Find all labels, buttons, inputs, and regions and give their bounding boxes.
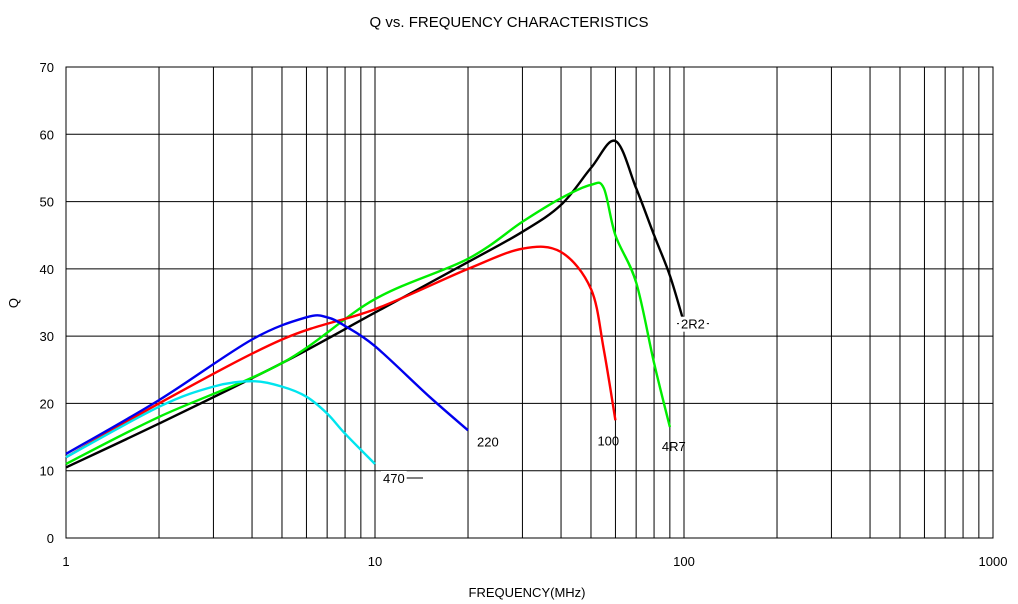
series-label-layer: 2R2 4R7 100 220 470 [381, 316, 709, 486]
x-tick-label: 10 [368, 554, 382, 569]
series-label-100: 100 [597, 433, 619, 448]
tick-label-layer: 0 10 20 30 40 50 60 70 1 10 100 1000 [40, 60, 1008, 569]
x-axis-title: FREQUENCY(MHz) [469, 585, 586, 600]
series-label-2r2: 2R2 [681, 317, 705, 332]
y-axis-title: Q [6, 298, 21, 308]
y-tick-label: 70 [40, 60, 54, 75]
series-label-220: 220 [477, 434, 499, 449]
chart-title: Q vs. FREQUENCY CHARACTERISTICS [370, 14, 649, 31]
y-tick-label: 50 [40, 195, 54, 210]
series-line-470 [65, 380, 376, 465]
series-layer [65, 139, 686, 469]
y-tick-label: 60 [40, 127, 54, 142]
y-tick-label: 30 [40, 329, 54, 344]
x-tick-label: 100 [673, 554, 695, 569]
series-label-470: 470 [383, 471, 405, 486]
series-line-100 [65, 245, 617, 459]
series-line-220 [65, 314, 469, 455]
series-line-4r7 [65, 181, 672, 466]
y-tick-label: 10 [40, 464, 54, 479]
y-tick-label: 20 [40, 396, 54, 411]
series-label-background [475, 434, 501, 450]
series-label-4r7: 4R7 [662, 439, 686, 454]
y-tick-label: 40 [40, 262, 54, 277]
grid-layer [65, 66, 993, 539]
plot-frame [65, 66, 994, 539]
y-tick-label: 0 [47, 531, 54, 546]
series-label-background [679, 316, 707, 332]
series-label-background [381, 470, 407, 486]
x-tick-label: 1000 [979, 554, 1008, 569]
x-tick-label: 1 [62, 554, 69, 569]
